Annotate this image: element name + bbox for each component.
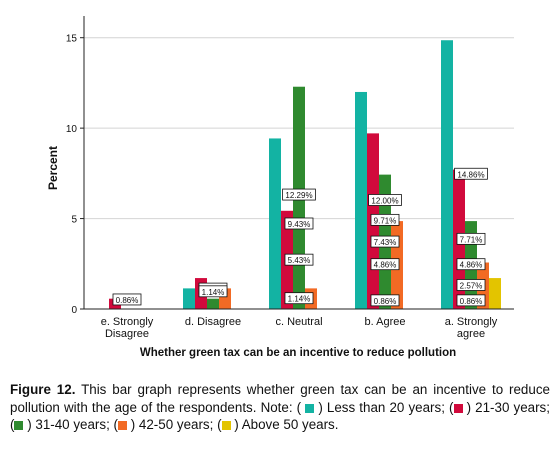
data-label-box: [456, 294, 486, 307]
data-label-box: [282, 188, 316, 201]
y-axis-label: Percent: [46, 146, 60, 190]
data-label-box: [370, 235, 400, 248]
data-label: 12.00%: [368, 194, 402, 206]
bar: [489, 278, 501, 309]
data-label-box: [198, 285, 228, 298]
data-label-box: [284, 292, 314, 305]
data-labels: 0.86%1.71%1.14%9.43%12.29%5.43%1.14%12.0…: [112, 167, 488, 307]
data-label-text: 0.86%: [374, 297, 397, 306]
data-label-box: [456, 279, 486, 291]
data-label-text: 4.86%: [460, 261, 483, 270]
x-axis-label: Whether green tax can be an incentive to…: [140, 347, 456, 359]
data-label-text: 1.14%: [288, 295, 311, 304]
data-label-text: 9.71%: [374, 216, 397, 225]
y-tick-label: 10: [66, 124, 78, 135]
bar: [207, 298, 219, 309]
caption-label: Figure 12.: [10, 382, 76, 397]
x-tick-label: c. Neutral: [275, 316, 322, 328]
data-label: 0.86%: [370, 294, 400, 307]
data-label-box: [284, 217, 314, 230]
bar: [183, 288, 195, 309]
data-label: 1.14%: [284, 292, 314, 305]
data-label-text: 14.86%: [457, 170, 484, 179]
x-tick-label: d. Disagree: [185, 316, 241, 328]
bar: [441, 40, 453, 309]
legend-text: ) 31-40 years;: [23, 417, 110, 432]
data-label-text: 1.14%: [202, 288, 225, 297]
x-tick-label: b. Agree: [365, 316, 406, 328]
data-label: 0.86%: [112, 293, 142, 306]
legend-open-paren: (: [10, 417, 15, 432]
figure-caption: Figure 12. This bar graph represents whe…: [10, 381, 550, 434]
legend-text: ) Above 50 years.: [230, 417, 339, 432]
legend-open-paren: (: [444, 399, 454, 415]
data-label: 9.71%: [370, 213, 400, 226]
data-label: 1.14%: [198, 285, 228, 298]
data-label-text: 12.29%: [285, 191, 312, 200]
data-label: 7.71%: [456, 232, 486, 245]
data-label: 7.43%: [370, 235, 400, 248]
data-label-text: 9.43%: [288, 220, 311, 229]
data-label-box: [112, 293, 142, 306]
bar: [355, 91, 367, 310]
data-label: 4.86%: [370, 258, 400, 271]
data-label-text: 12.00%: [371, 196, 398, 205]
y-tick-label: 15: [66, 34, 78, 45]
data-label: 2.57%: [456, 279, 486, 291]
data-label-text: 4.86%: [374, 261, 397, 270]
data-label-text: 0.86%: [116, 296, 139, 305]
legend-swatch: [453, 403, 463, 413]
data-label-text: 5.43%: [288, 256, 311, 265]
legend-text: ) 21-30 years;: [462, 399, 550, 415]
legend-swatch: [305, 403, 315, 413]
caption-legend: ) Less than 20 years; ( ) 21-30 years; (…: [10, 400, 550, 433]
data-label-box: [284, 253, 314, 266]
data-label: 0.86%: [456, 294, 486, 307]
data-label-box: [456, 258, 486, 271]
data-label-box: [370, 213, 400, 226]
bars: [109, 40, 501, 310]
legend-swatch: [221, 421, 231, 430]
data-label: 4.86%: [456, 258, 486, 271]
data-label-box: [368, 194, 402, 206]
data-label-text: 2.57%: [460, 281, 483, 290]
data-label-box: [370, 258, 400, 271]
legend-swatch: [14, 421, 24, 430]
legend-open-paren: (: [213, 417, 222, 432]
data-label-text: 7.71%: [460, 235, 483, 244]
data-label: 9.43%: [284, 217, 314, 230]
data-label-text: 7.43%: [374, 238, 397, 247]
bar: [269, 138, 281, 309]
caption-text: This bar graph represents whether green …: [10, 382, 550, 415]
y-tick-label: 0: [71, 305, 77, 316]
x-tick-label: a. Strongly: [445, 316, 498, 328]
x-tick-label: agree: [457, 328, 485, 340]
data-label-box: [456, 232, 486, 245]
data-label: 12.29%: [282, 188, 316, 201]
legend-text: ) 42-50 years;: [127, 417, 214, 432]
x-tick-label: e. Strongly: [101, 316, 154, 328]
x-tick-label: Disagree: [105, 328, 149, 340]
y-tick-label: 5: [71, 215, 77, 226]
legend-text: ) Less than 20 years;: [314, 399, 445, 415]
data-label-text: 0.86%: [460, 297, 483, 306]
data-label-box: [454, 167, 488, 180]
data-label: 5.43%: [284, 253, 314, 266]
legend-open-paren: (: [109, 417, 118, 432]
data-label-box: [370, 294, 400, 307]
data-label: 14.86%: [454, 167, 488, 180]
legend-swatch: [118, 421, 127, 430]
